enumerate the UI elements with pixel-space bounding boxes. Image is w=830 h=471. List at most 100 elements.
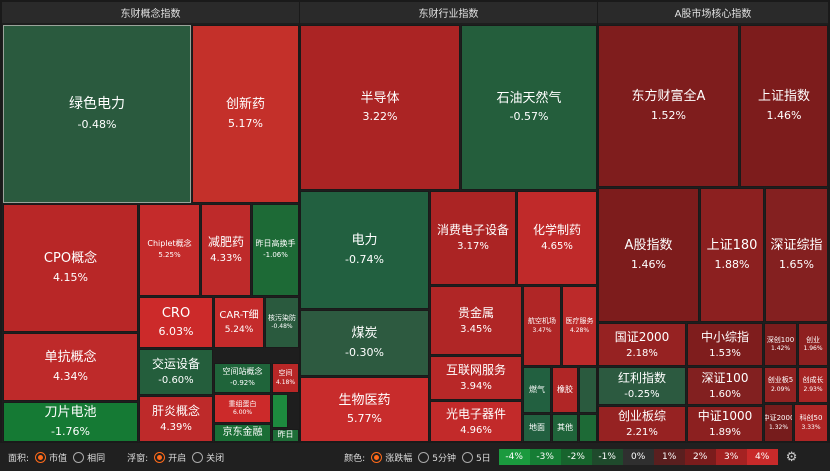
treemap-cell[interactable]: 国证2000 2.18% [598, 323, 686, 366]
color-option-5day[interactable]: 5日 [475, 453, 491, 464]
treemap-cell[interactable]: 空间站概念 -0.92% [214, 363, 271, 393]
treemap-cell[interactable]: 石油天然气 -0.57% [461, 25, 597, 190]
area-option-market-cap[interactable]: 市值 [49, 453, 68, 464]
panel-title: A股市场核心指数 [598, 2, 828, 23]
treemap-cell[interactable]: 橡胶 [552, 367, 578, 413]
color-option-change[interactable]: 涨跌幅 [385, 453, 413, 464]
treemap-cell[interactable]: 航空机场 3.47% [523, 286, 561, 366]
treemap-cell[interactable]: 消费电子设备 3.17% [430, 191, 516, 285]
treemap-cell[interactable]: 医疗服务 4.28% [562, 286, 597, 366]
treemap-cell[interactable]: 京东金融 [214, 424, 271, 442]
treemap-cell[interactable]: 昨日高换手 -1.06% [252, 204, 299, 296]
cell-name: 航空机场 [528, 317, 556, 326]
treemap-cell[interactable]: 深证综指 1.65% [765, 188, 828, 322]
treemap-cell[interactable]: 减肥药 4.33% [201, 204, 251, 296]
cell-change: 1.46% [631, 257, 666, 271]
treemap-cell[interactable] [272, 394, 288, 428]
cell-change: 1.53% [709, 347, 741, 359]
treemap-cell[interactable]: 电力 -0.74% [300, 191, 429, 309]
float-option-on[interactable]: 开启 [168, 453, 187, 464]
legend-swatch: -4% [498, 449, 530, 465]
cell-name: 其他 [557, 422, 573, 432]
treemap-cell[interactable]: 昨日 [272, 429, 299, 442]
treemap-cell[interactable]: 创业板综 2.21% [598, 406, 686, 442]
treemap-cell[interactable]: 化学制药 4.65% [517, 191, 597, 285]
cell-name: 煤炭 [351, 326, 378, 342]
area-radio-market-cap[interactable] [35, 451, 47, 463]
treemap-cell[interactable]: CAR-T细 5.24% [214, 297, 264, 348]
treemap-cell[interactable]: 中证1000 1.89% [687, 406, 763, 442]
cell-name: 东方财富全A [631, 89, 706, 105]
float-radio-on[interactable] [154, 451, 166, 463]
treemap-cell[interactable]: 上证180 1.88% [700, 188, 764, 322]
treemap-cell[interactable] [579, 367, 597, 413]
cell-name: Chiplet概念 [147, 239, 192, 249]
treemap-cell[interactable]: 创业板5 2.09% [764, 367, 797, 403]
treemap-cell[interactable]: 肝炎概念 4.39% [139, 396, 213, 442]
treemap-cell[interactable]: 深证100 1.60% [687, 367, 763, 405]
treemap-cell[interactable]: 东方财富全A 1.52% [598, 25, 739, 187]
cell-change: -0.92% [230, 379, 255, 388]
bottom-toolbar: 面积: 市值 相同 浮窗: 开启 关闭 颜色: 涨跌幅 5分钟 5日 -4% -3… [0, 443, 830, 471]
float-option-off[interactable]: 关闭 [206, 453, 225, 464]
color-option-5min[interactable]: 5分钟 [432, 453, 456, 464]
cell-name: 电力 [351, 233, 378, 249]
cell-name: 空间 [278, 369, 293, 378]
treemap-cell[interactable]: 空间 4.18% [272, 363, 299, 393]
treemap-cell[interactable]: 核污染防 -0.48% [265, 297, 299, 348]
treemap-cell[interactable]: 燃气 [523, 367, 551, 413]
cell-name: A股指数 [624, 238, 673, 254]
treemap-cell[interactable]: 生物医药 5.77% [300, 377, 429, 442]
treemap-cell[interactable]: 重组蛋白 6.00% [214, 394, 271, 423]
legend-swatch: -1% [591, 449, 623, 465]
cell-name: 红利指数 [617, 371, 666, 386]
treemap-cell[interactable] [579, 414, 597, 442]
treemap-cell[interactable]: 中小综指 1.53% [687, 323, 763, 366]
concept-index-panel: 东财概念指数 绿色电力 -0.48% 创新药 5.17% CPO概念 4.15% Ch… [2, 2, 299, 442]
treemap-cell[interactable]: 红利指数 -0.25% [598, 367, 686, 405]
cell-name: 核污染防 [268, 313, 296, 322]
treemap-cell[interactable]: 科创50 3.33% [794, 404, 828, 442]
treemap-cell[interactable]: 创成长 2.93% [798, 367, 828, 403]
color-radio-change[interactable] [371, 451, 383, 463]
concept-treemap: 绿色电力 -0.48% 创新药 5.17% CPO概念 4.15% Chiplet概念… [2, 25, 299, 442]
area-radio-equal[interactable] [73, 451, 85, 463]
treemap-cell[interactable]: 中证2000 1.32% [764, 404, 793, 442]
cell-name: 医疗服务 [565, 317, 594, 326]
cell-change: 1.96% [803, 345, 823, 353]
color-option-group: 颜色: 涨跌幅 5分钟 5日 [344, 451, 491, 464]
cell-change: 5.77% [347, 412, 382, 426]
treemap-cell[interactable]: 创业 1.96% [798, 323, 828, 366]
cell-name: 中证2000 [764, 414, 793, 423]
cell-name: 上证180 [706, 238, 758, 254]
treemap-cell[interactable]: 其他 [552, 414, 578, 442]
treemap-cell[interactable]: 绿色电力 -0.48% [3, 25, 191, 203]
gear-icon[interactable]: ⚙ [785, 449, 798, 465]
treemap-cell[interactable]: 地面 [523, 414, 551, 442]
treemap-cell[interactable]: 刀片电池 -1.76% [3, 402, 138, 442]
treemap-cell[interactable]: CPO概念 4.15% [3, 204, 138, 332]
cell-name: 京东金融 [222, 427, 263, 439]
area-option-equal[interactable]: 相同 [87, 453, 106, 464]
treemap-cell[interactable]: 创新药 5.17% [192, 25, 299, 203]
color-radio-5min[interactable] [418, 451, 430, 463]
float-radio-off[interactable] [192, 451, 204, 463]
treemap-cell[interactable]: A股指数 1.46% [598, 188, 699, 322]
treemap-cell[interactable]: 上证指数 1.46% [740, 25, 828, 187]
treemap-cell[interactable]: 单抗概念 4.34% [3, 333, 138, 401]
treemap-cell[interactable]: 交运设备 -0.60% [139, 349, 213, 395]
treemap-cell[interactable]: 互联网服务 3.94% [430, 356, 522, 400]
cell-change: 3.47% [532, 326, 552, 334]
color-radio-5day[interactable] [461, 451, 473, 463]
cell-change: 1.42% [770, 345, 791, 353]
treemap-cell[interactable]: Chiplet概念 5.25% [139, 204, 200, 296]
treemap-cell[interactable]: 贵金属 3.45% [430, 286, 522, 355]
cell-name: 创业板综 [617, 409, 666, 424]
treemap-cell[interactable]: 深创100 1.42% [764, 323, 797, 366]
treemap-cell[interactable]: 光电子器件 4.96% [430, 401, 522, 442]
color-label: 颜色: [344, 453, 366, 464]
cell-name: 绿色电力 [69, 96, 125, 113]
treemap-cell[interactable]: 半导体 3.22% [300, 25, 460, 190]
treemap-cell[interactable]: CRO 6.03% [139, 297, 213, 348]
treemap-cell[interactable]: 煤炭 -0.30% [300, 310, 429, 376]
